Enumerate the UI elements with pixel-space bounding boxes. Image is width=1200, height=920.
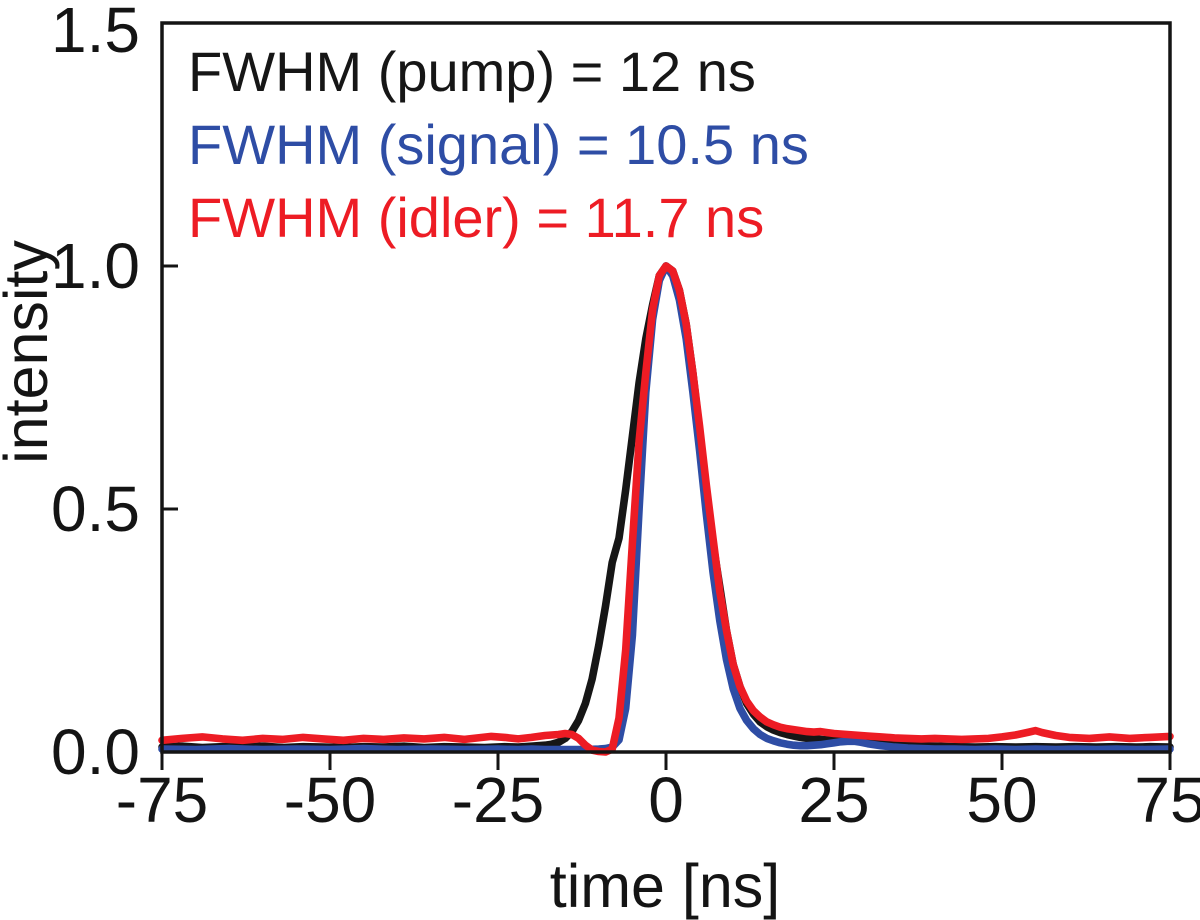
y-tick-label-0.5: 0.5 <box>51 473 140 545</box>
x-tick-label-75: 75 <box>1134 764 1200 836</box>
x-tick-label-25: 25 <box>798 764 870 836</box>
curve-pump <box>158 262 1174 752</box>
y-tick-label-0.0: 0.0 <box>51 716 140 788</box>
x-tick-label-50: 50 <box>966 764 1038 836</box>
y-tick-label-1.5: 1.5 <box>51 0 140 66</box>
legend-entry-signal: FWHM (signal) = 10.5 ns <box>188 113 809 176</box>
x-tick-label--50: -50 <box>283 764 377 836</box>
x-tick-label--25: -25 <box>451 764 545 836</box>
x-tick-label-0: 0 <box>648 764 684 836</box>
x-axis-title: time [ns] <box>549 852 781 920</box>
x-tick-label--75: -75 <box>115 764 209 836</box>
legend-entry-pump: FWHM (pump) = 12 ns <box>188 40 756 103</box>
curve-idler <box>158 262 1174 756</box>
legend-entry-idler: FWHM (idler) = 11.7 ns <box>188 186 765 249</box>
y-tick-label-1.0: 1.0 <box>51 230 140 302</box>
curve-signal <box>158 262 1174 754</box>
